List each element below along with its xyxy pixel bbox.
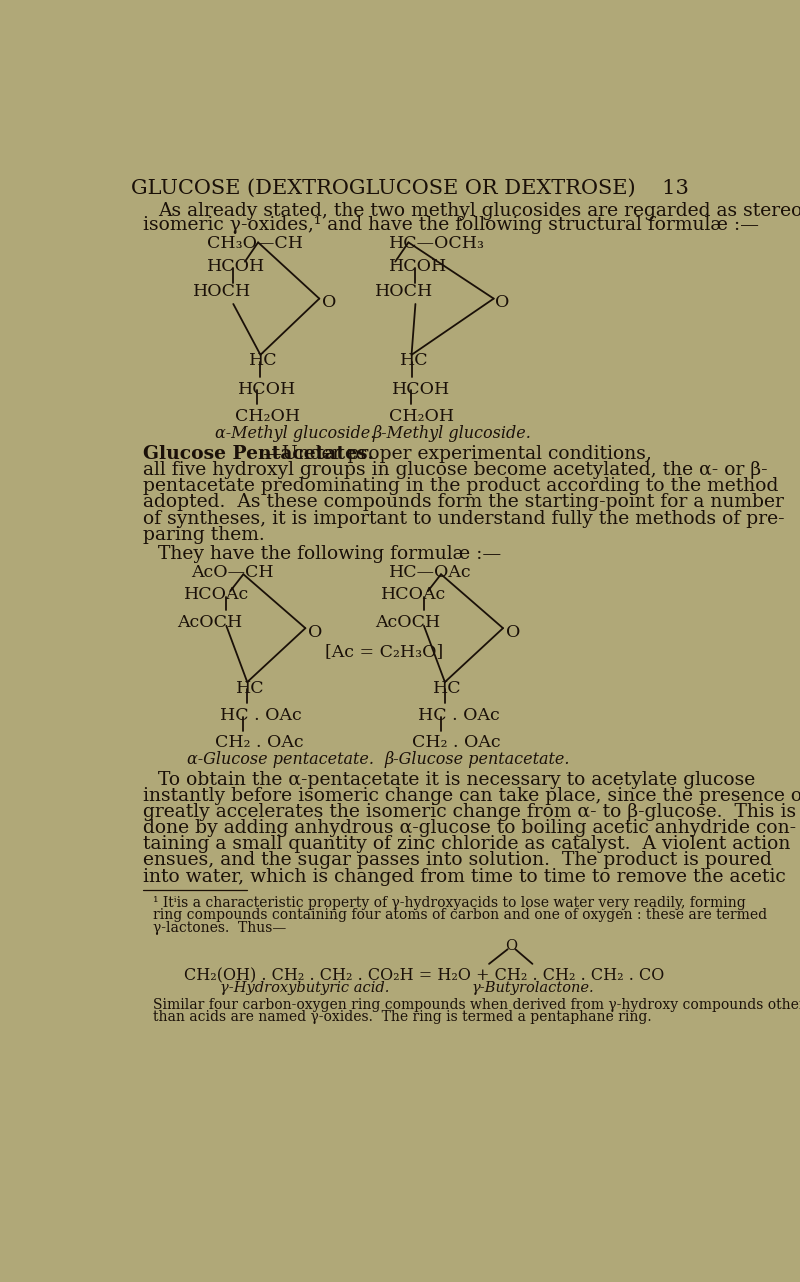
Text: ensues, and the sugar passes into solution.  The product is poured: ensues, and the sugar passes into soluti… xyxy=(142,851,771,869)
Text: HC: HC xyxy=(400,353,429,369)
Text: instantly before isomeric change can take place, since the presence of acid: instantly before isomeric change can tak… xyxy=(142,787,800,805)
Text: CH₂OH: CH₂OH xyxy=(389,408,454,424)
Text: taining a small quantity of zinc chloride as catalyst.  A violent action: taining a small quantity of zinc chlorid… xyxy=(142,836,790,854)
Text: HCOAc: HCOAc xyxy=(382,586,446,603)
Text: isomeric γ-oxides,¹ and have the following structural formulæ :—: isomeric γ-oxides,¹ and have the followi… xyxy=(142,217,758,235)
Text: HC: HC xyxy=(236,679,264,696)
Text: O: O xyxy=(495,294,510,312)
Text: than acids are named γ-oxides.  The ring is termed a pentaphane ring.: than acids are named γ-oxides. The ring … xyxy=(153,1010,651,1024)
Text: HCOH: HCOH xyxy=(389,258,447,274)
Text: O: O xyxy=(506,624,521,641)
Text: Similar four carbon-oxygen ring compounds when derived from γ-hydroxy compounds : Similar four carbon-oxygen ring compound… xyxy=(153,997,800,1011)
Text: into water, which is changed from time to time to remove the acetic: into water, which is changed from time t… xyxy=(142,868,786,886)
Text: O: O xyxy=(505,940,517,954)
Text: O: O xyxy=(322,294,337,312)
Text: γ-Hydroxybutyric acid.: γ-Hydroxybutyric acid. xyxy=(220,981,390,995)
Text: GLUCOSE (DEXTROGLUCOSE OR DEXTROSE)    13: GLUCOSE (DEXTROGLUCOSE OR DEXTROSE) 13 xyxy=(131,178,689,197)
Text: —Under proper experimental conditions,: —Under proper experimental conditions, xyxy=(262,445,652,463)
Text: HC . OAc: HC . OAc xyxy=(220,706,302,724)
Text: They have the following formulæ :—: They have the following formulæ :— xyxy=(158,545,502,563)
Text: β-Glucose pentacetate.: β-Glucose pentacetate. xyxy=(385,750,570,768)
Text: done by adding anhydrous α-glucose to boiling acetic anhydride con-: done by adding anhydrous α-glucose to bo… xyxy=(142,819,796,837)
Text: HC . OAc: HC . OAc xyxy=(418,706,499,724)
Text: pentacetate predominating in the product according to the method: pentacetate predominating in the product… xyxy=(142,477,778,495)
Text: paring them.: paring them. xyxy=(142,526,264,544)
Text: To obtain the α-pentacetate it is necessary to acetylate glucose: To obtain the α-pentacetate it is necess… xyxy=(158,770,755,788)
Text: β-Methyl glucoside.: β-Methyl glucoside. xyxy=(373,424,532,442)
Text: HC: HC xyxy=(249,353,278,369)
Text: HCOH: HCOH xyxy=(238,381,296,397)
Text: AcOCH: AcOCH xyxy=(375,614,440,631)
Text: CH₃O—CH: CH₃O—CH xyxy=(207,235,303,251)
Text: HCOH: HCOH xyxy=(392,381,450,397)
Text: Glucose Pentacetates.: Glucose Pentacetates. xyxy=(142,445,374,463)
Text: CH₂ . OAc: CH₂ . OAc xyxy=(412,735,501,751)
Text: of syntheses, it is important to understand fully the methods of pre-: of syntheses, it is important to underst… xyxy=(142,509,784,528)
Text: greatly accelerates the isomeric change from α- to β-glucose.  This is: greatly accelerates the isomeric change … xyxy=(142,803,796,820)
Text: HCOAc: HCOAc xyxy=(184,586,249,603)
Text: HC—OAc: HC—OAc xyxy=(389,564,472,581)
Text: HC: HC xyxy=(434,679,462,696)
Text: HC—OCH₃: HC—OCH₃ xyxy=(389,235,485,251)
Text: ring compounds containing four atoms of carbon and one of oxygen : these are ter: ring compounds containing four atoms of … xyxy=(153,909,767,923)
Text: O: O xyxy=(309,624,323,641)
Text: CH₂ . OAc: CH₂ . OAc xyxy=(214,735,303,751)
Text: HOCH: HOCH xyxy=(193,283,251,300)
Text: α-Methyl glucoside.: α-Methyl glucoside. xyxy=(214,424,375,442)
Text: HOCH: HOCH xyxy=(375,283,434,300)
Text: γ-lactones.  Thus—: γ-lactones. Thus— xyxy=(153,920,286,935)
Text: HCOH: HCOH xyxy=(207,258,266,274)
Text: adopted.  As these compounds form the starting-point for a number: adopted. As these compounds form the sta… xyxy=(142,494,783,512)
Text: CH₂OH: CH₂OH xyxy=(235,408,300,424)
Text: CH₂(OH) . CH₂ . CH₂ . CO₂H = H₂O + CH₂ . CH₂ . CH₂ . CO: CH₂(OH) . CH₂ . CH₂ . CO₂H = H₂O + CH₂ .… xyxy=(184,967,664,985)
Text: As already stated, the two methyl glucosides are regarded as stereo-: As already stated, the two methyl glucos… xyxy=(158,201,800,219)
Text: AcOCH: AcOCH xyxy=(178,614,242,631)
Text: AcO—CH: AcO—CH xyxy=(191,564,274,581)
Text: γ-Butyrolactone.: γ-Butyrolactone. xyxy=(472,981,594,995)
Text: [Ac = C₂H₃O]: [Ac = C₂H₃O] xyxy=(325,644,443,660)
Text: ¹ Itⁱis a characteristic property of γ-hydroxyacids to lose water very readily, : ¹ Itⁱis a characteristic property of γ-h… xyxy=(153,896,746,910)
Text: all five hydroxyl groups in glucose become acetylated, the α- or β-: all five hydroxyl groups in glucose beco… xyxy=(142,462,767,479)
Text: α-Glucose pentacetate.: α-Glucose pentacetate. xyxy=(187,750,374,768)
